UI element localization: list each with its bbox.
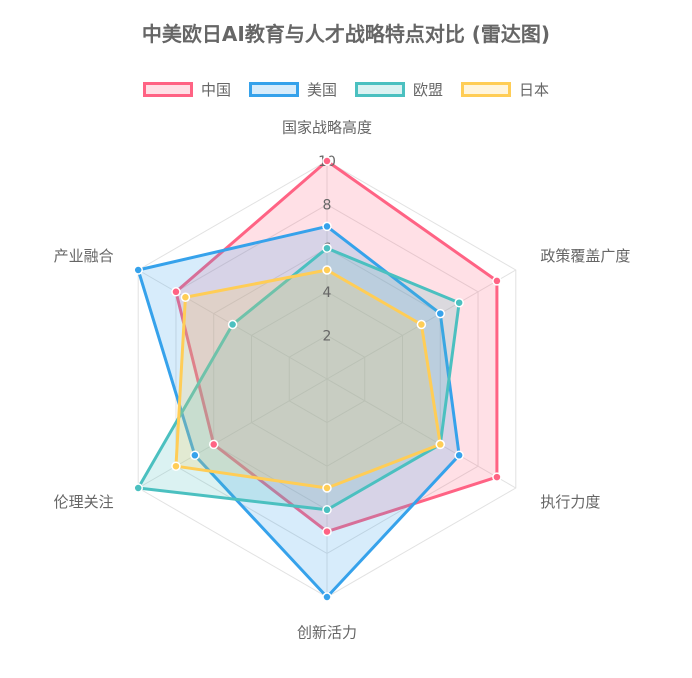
data-point-4-3 — [435, 439, 446, 450]
data-point-2-1 — [322, 221, 332, 232]
legend-label-japan: 日本 — [519, 81, 550, 99]
data-point-2-6 — [133, 265, 143, 275]
data-point-4-1 — [322, 265, 332, 275]
data-point-1-2 — [492, 276, 502, 286]
legend-swatch-eu — [355, 82, 405, 97]
chart-title: 中美欧日AI教育与人才战略特点对比 (雷达图) — [141, 22, 551, 46]
data-point-1-3 — [492, 472, 502, 482]
axis-label-5: 伦理关注 — [54, 493, 114, 511]
tick-label-4: 4 — [323, 285, 332, 301]
axis-label-1: 国家战略高度 — [282, 119, 372, 137]
data-point-2-5 — [190, 450, 200, 461]
data-point-3-5 — [133, 483, 143, 493]
legend: 中国 美国 欧盟 日本 — [0, 79, 692, 100]
data-point-3-6 — [227, 319, 238, 330]
legend-item-japan[interactable]: 日本 — [461, 79, 549, 100]
legend-item-eu[interactable]: 欧盟 — [355, 79, 443, 100]
axis-spoke-3 — [326, 378, 517, 489]
data-point-3-2 — [454, 297, 464, 308]
data-point-4-2 — [416, 319, 427, 330]
legend-label-china: 中国 — [200, 81, 231, 99]
legend-label-eu: 欧盟 — [413, 81, 444, 99]
data-point-4-5 — [171, 461, 181, 471]
data-point-1-6 — [171, 287, 181, 297]
axis-label-3: 执行力度 — [540, 493, 600, 511]
tick-label-2: 2 — [323, 328, 332, 344]
legend-item-china[interactable]: 中国 — [142, 79, 231, 100]
axis-label-6: 产业融合 — [54, 247, 114, 265]
axis-spoke-5 — [137, 378, 328, 489]
data-point-1-5 — [208, 439, 219, 450]
tick-label-8: 8 — [323, 198, 332, 214]
data-point-3-4 — [322, 505, 332, 515]
data-point-1-4 — [322, 526, 332, 537]
data-point-2-2 — [435, 308, 446, 319]
legend-item-usa[interactable]: 美国 — [248, 79, 337, 100]
data-point-2-3 — [454, 450, 464, 461]
legend-label-usa: 美国 — [306, 81, 337, 99]
legend-swatch-japan — [461, 82, 512, 97]
legend-swatch-china — [142, 82, 193, 97]
data-point-4-4 — [322, 483, 332, 493]
data-point-3-1 — [322, 243, 332, 253]
data-point-4-6 — [180, 292, 191, 302]
legend-swatch-usa — [248, 82, 299, 97]
data-point-1-1 — [322, 156, 332, 166]
axis-label-2: 政策覆盖广度 — [540, 247, 630, 265]
axis-label-4: 创新活力 — [297, 623, 357, 641]
data-point-2-4 — [322, 592, 332, 602]
